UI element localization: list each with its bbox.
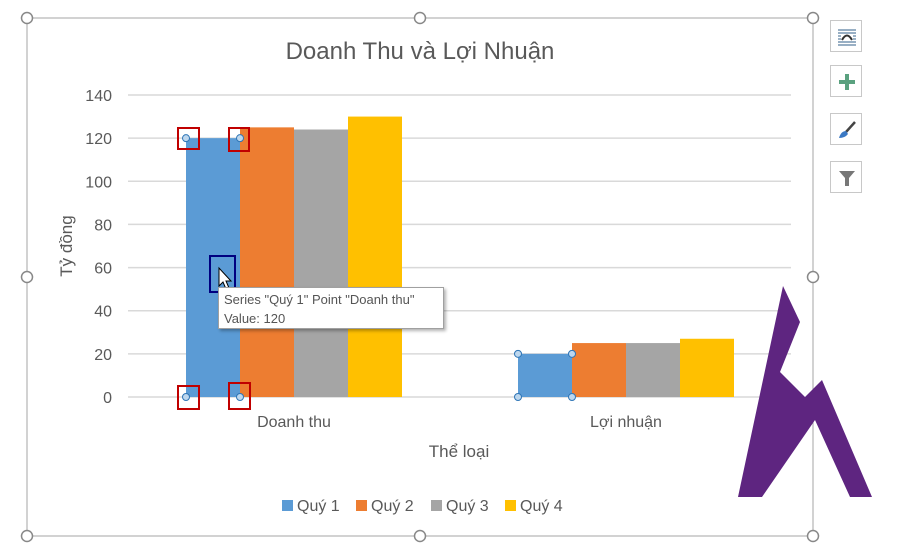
bar-Quý-4-1[interactable]	[680, 338, 734, 397]
legend-swatch	[356, 500, 367, 511]
legend-entry[interactable]: Quý 2	[371, 498, 414, 515]
y-tick-label: 140	[85, 88, 112, 105]
selection-handle[interactable]	[236, 393, 244, 401]
data-point-tooltip: Series "Quý 1" Point "Doanh thu" Value: …	[218, 287, 444, 329]
bar-Quý-1-0[interactable]	[186, 138, 240, 397]
legend-entry[interactable]: Quý 4	[520, 498, 563, 515]
selection-handle[interactable]	[236, 134, 244, 143]
chart-resize-handle[interactable]	[20, 11, 34, 25]
bar-Quý-4-0[interactable]	[348, 116, 402, 398]
y-tick-label: 80	[94, 217, 112, 234]
selection-handle[interactable]	[182, 393, 190, 401]
legend-swatch	[282, 500, 293, 511]
chart-styles-brush-icon	[839, 121, 856, 138]
legend-swatch	[431, 500, 442, 511]
chart-resize-handle[interactable]	[20, 270, 34, 284]
bar-Quý-3-1[interactable]	[626, 343, 680, 397]
selection-handle[interactable]	[568, 393, 576, 401]
chart-filter-icon	[839, 171, 855, 186]
chart-elements-layout-icon	[838, 29, 856, 46]
chart-elements-layout-button[interactable]	[830, 20, 862, 52]
selection-handle[interactable]	[568, 349, 576, 358]
add-chart-element-button[interactable]	[830, 65, 862, 97]
chart-resize-handle[interactable]	[413, 11, 427, 25]
selection-handle[interactable]	[182, 134, 190, 143]
chart-title[interactable]: Doanh Thu và Lợi Nhuận	[286, 38, 555, 65]
y-tick-label: 120	[85, 131, 112, 148]
chart-resize-handle[interactable]	[806, 529, 820, 543]
chart-styles-button[interactable]	[830, 113, 862, 145]
y-tick-label: 40	[94, 304, 112, 321]
legend-entry[interactable]: Quý 3	[446, 498, 489, 515]
watermark-logo	[738, 286, 872, 497]
add-chart-element-icon	[839, 74, 855, 90]
y-tick-label: 20	[94, 347, 112, 364]
x-axis-title[interactable]: Thể loại	[429, 442, 489, 461]
y-axis-title[interactable]: Tỷ đồng	[57, 215, 76, 276]
selection-handle[interactable]	[514, 349, 522, 358]
chart-resize-handle[interactable]	[806, 270, 820, 284]
selection-handle[interactable]	[514, 393, 522, 401]
tooltip-value: Value: 120	[224, 311, 286, 326]
y-tick-label: 100	[85, 174, 112, 191]
legend-entry[interactable]: Quý 1	[297, 498, 340, 515]
bar-Quý-2-1[interactable]	[572, 343, 626, 397]
chart-resize-handle[interactable]	[806, 11, 820, 25]
chart-resize-handle[interactable]	[413, 529, 427, 543]
tooltip-series-point: Series "Quý 1" Point "Doanh thu"	[224, 292, 415, 307]
bar-Quý-1-1[interactable]	[518, 353, 572, 397]
bar-Quý-2-0[interactable]	[240, 127, 294, 397]
chart-resize-handle[interactable]	[20, 529, 34, 543]
y-tick-label: 60	[94, 261, 112, 278]
y-tick-label: 0	[103, 390, 112, 407]
x-tick-label: Doanh thu	[257, 414, 331, 431]
x-tick-label: Lợi nhuận	[590, 414, 662, 431]
legend-swatch	[505, 500, 516, 511]
chart-filter-button[interactable]	[830, 161, 862, 193]
selection-markers	[177, 127, 251, 410]
bar-Quý-3-0[interactable]	[294, 129, 348, 397]
